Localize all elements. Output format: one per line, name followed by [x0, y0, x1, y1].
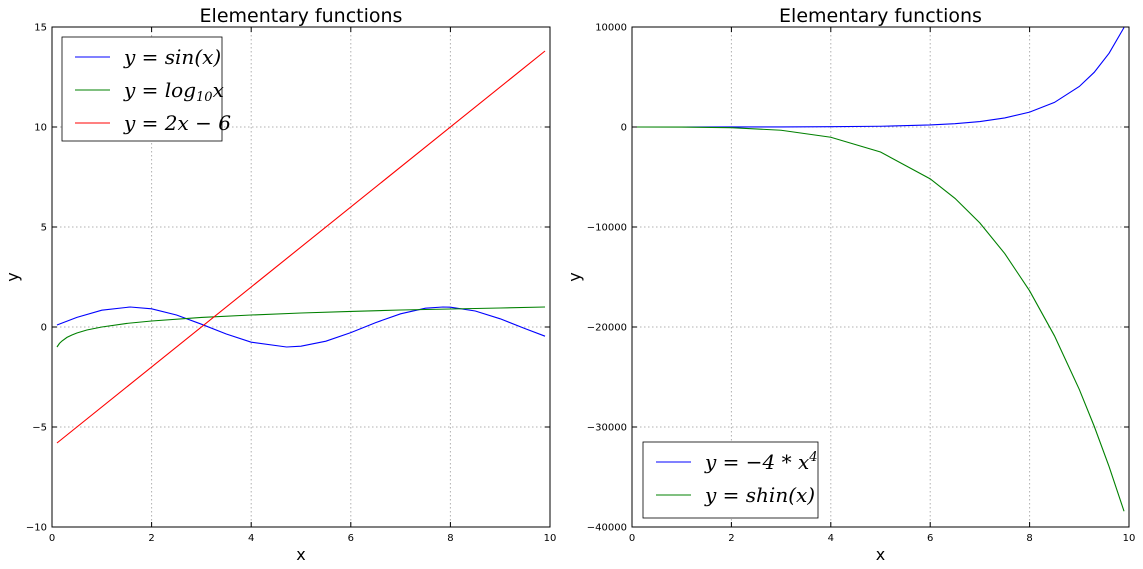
- series-line-2: [56, 306, 546, 348]
- y-tick-label: 5: [41, 223, 47, 234]
- y-tick-label: −10: [26, 523, 47, 534]
- y-tick-label: −20000: [587, 323, 627, 334]
- plot-area-frame: [51, 26, 551, 528]
- chart-title: Elementary functions: [200, 5, 403, 27]
- x-tick-label: 6: [348, 533, 354, 544]
- x-axis-label: x: [296, 545, 305, 564]
- x-tick-label: 0: [49, 533, 55, 544]
- legend-label-1: y = sin(x): [123, 45, 221, 69]
- chart-panel-1: 0 2 4 6 8 10 −10 −5 0 5 10 15 Elementary functions x y…: [3, 5, 556, 564]
- x-tick-label: 6: [927, 533, 933, 544]
- y-axis-label: y: [3, 272, 22, 281]
- x-tick-label: 2: [728, 533, 734, 544]
- legend-label-1: y = −4 * x4: [704, 450, 818, 474]
- x-tick-label: 10: [1123, 533, 1136, 544]
- x-tick-label: 8: [447, 533, 453, 544]
- x-tick-label: 4: [828, 533, 834, 544]
- x-tick-label: 0: [629, 533, 635, 544]
- x-axis-label: x: [876, 545, 885, 564]
- y-tick-label: −30000: [587, 423, 627, 434]
- legend-box: [61, 36, 223, 142]
- y-tick-label: −10000: [587, 223, 627, 234]
- series-line-1: [632, 27, 1125, 128]
- y-tick-label: 15: [34, 23, 47, 34]
- y-tick-label: −5: [32, 423, 47, 434]
- legend-label-3: y = 2x − 6: [123, 111, 231, 135]
- x-tick-label: 8: [1026, 533, 1032, 544]
- chart-title: Elementary functions: [779, 5, 982, 27]
- series-line-3: [56, 50, 546, 444]
- y-tick-label: 0: [41, 323, 47, 334]
- chart-panel-2: 0 2 4 6 8 10 −40000 −30000 −20000 −10000 0 10000 Ele…: [565, 5, 1135, 564]
- legend-label-2: y = shin(x): [704, 483, 815, 507]
- y-tick-label: 10: [34, 123, 47, 134]
- legend-box: [642, 441, 819, 519]
- x-tick-label: 10: [544, 533, 557, 544]
- y-tick-label: −40000: [587, 523, 627, 534]
- plot-area-frame: [631, 26, 1130, 528]
- x-tick-label: 2: [148, 533, 154, 544]
- y-axis-label: y: [565, 272, 584, 281]
- y-tick-label: 0: [621, 123, 627, 134]
- y-tick-label: 10000: [595, 23, 627, 34]
- series-line-2: [632, 126, 1125, 512]
- legend: y = −4 * x4 y = shin(x): [642, 441, 819, 519]
- x-tick-label: 4: [248, 533, 254, 544]
